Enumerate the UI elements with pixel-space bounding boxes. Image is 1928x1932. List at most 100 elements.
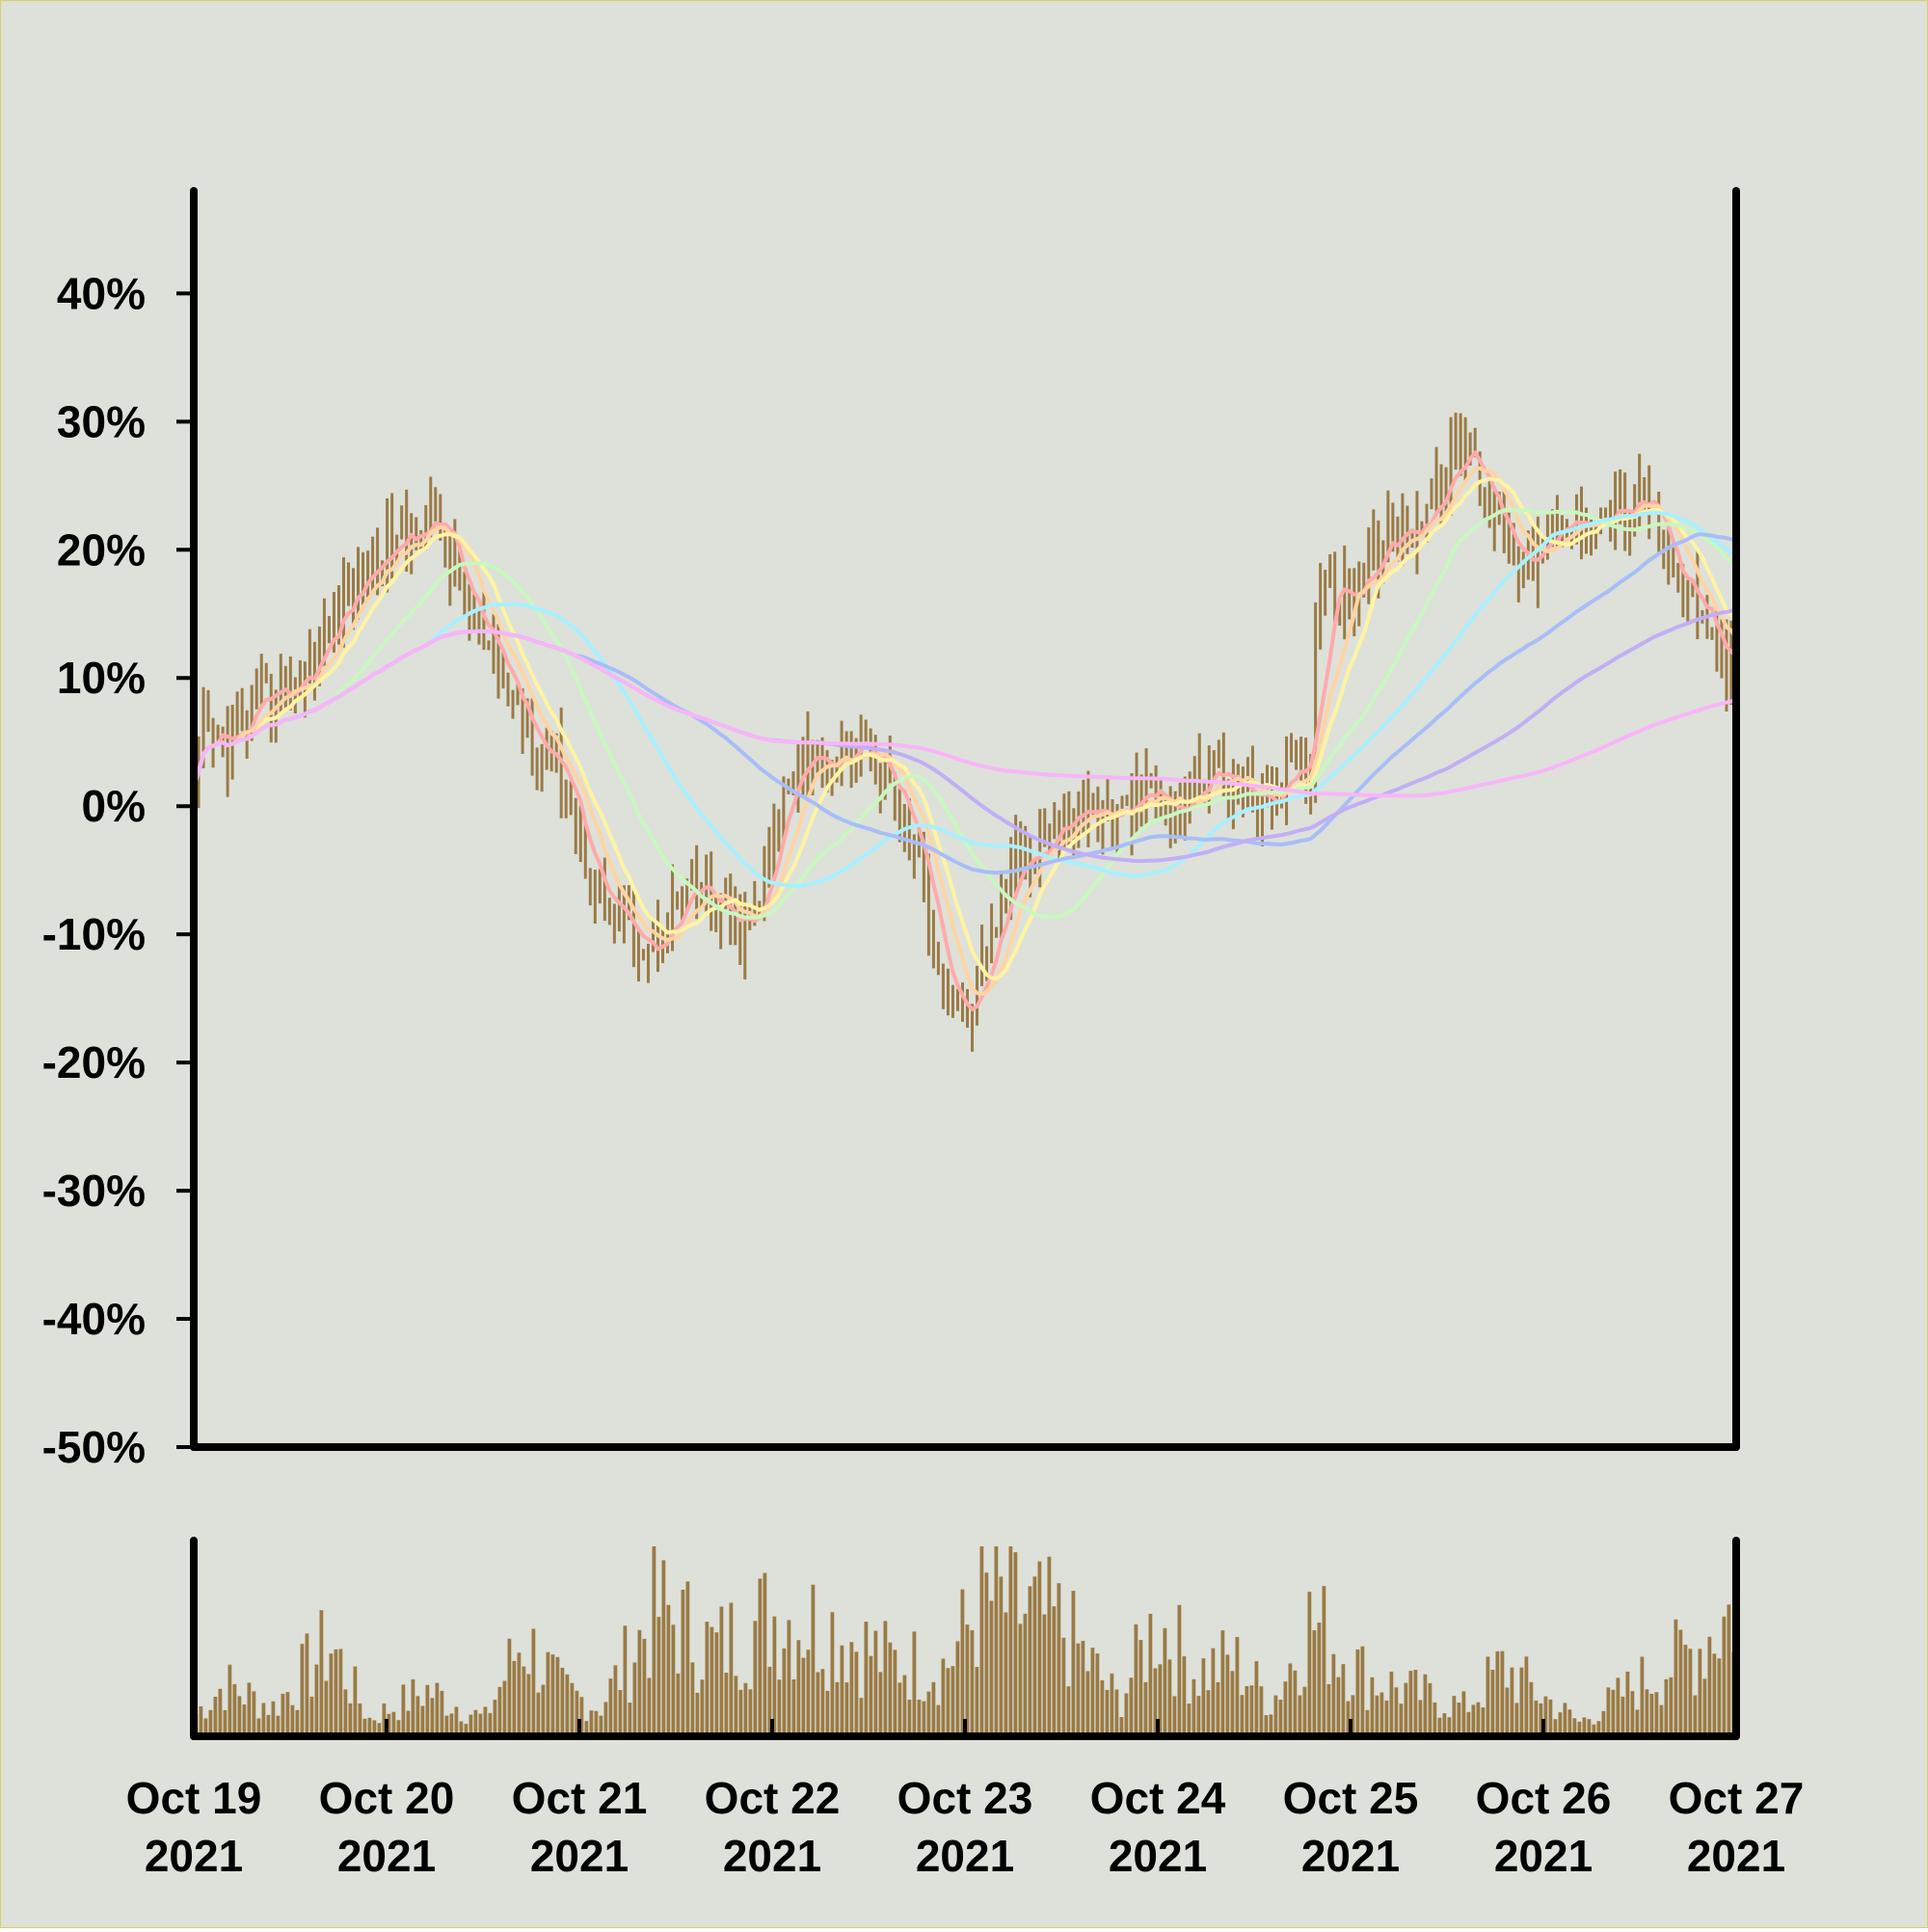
volume-bar (1240, 1695, 1245, 1736)
volume-bar (1524, 1656, 1529, 1736)
volume-bar (1572, 1718, 1577, 1736)
y-tick-label: 10% (57, 653, 146, 703)
volume-bar (1702, 1678, 1707, 1736)
volume-bar (1447, 1717, 1452, 1736)
volume-bar (796, 1640, 801, 1736)
volume-bar (1707, 1636, 1712, 1736)
volume-bar (1341, 1664, 1346, 1736)
volume-bar (401, 1684, 406, 1736)
volume-bar (1698, 1649, 1702, 1736)
volume-bar (1514, 1703, 1519, 1736)
volume-bar (560, 1667, 565, 1736)
volume-bar (295, 1709, 300, 1736)
volume-bar (435, 1682, 440, 1736)
volume-bar (1187, 1704, 1192, 1736)
volume-bar (661, 1560, 666, 1736)
volume-bar (1379, 1692, 1384, 1736)
volume-bar (256, 1718, 261, 1736)
volume-bar (869, 1655, 873, 1736)
x-tick-label-date: Oct 21 (512, 1773, 648, 1823)
volume-bar (1408, 1671, 1413, 1736)
volume-bar (449, 1713, 454, 1736)
volume-bar (459, 1721, 464, 1736)
volume-bar (440, 1690, 444, 1736)
volume-bar (893, 1650, 897, 1736)
volume-bar (1264, 1715, 1269, 1736)
volume-bar (1148, 1613, 1153, 1736)
y-tick-label: -40% (42, 1294, 146, 1344)
x-tick-label-date: Oct 19 (126, 1773, 262, 1823)
volume-bar (676, 1673, 681, 1736)
volume-bar (685, 1581, 690, 1736)
volume-bar (613, 1665, 618, 1736)
volume-bar (1052, 1606, 1057, 1736)
volume-bar (584, 1721, 589, 1736)
volume-bar (1273, 1695, 1278, 1736)
volume-bar (806, 1650, 811, 1736)
volume-bar (844, 1682, 849, 1736)
volume-bar (1592, 1724, 1596, 1736)
x-tick-label-date: Oct 24 (1090, 1773, 1226, 1823)
volume-bar (1076, 1643, 1081, 1736)
volume-bar (840, 1645, 844, 1736)
volume-bar (1428, 1682, 1433, 1736)
volume-bar (541, 1684, 546, 1736)
volume-bar (926, 1691, 931, 1736)
volume-bar (1249, 1685, 1254, 1736)
volume-bar (1138, 1640, 1143, 1736)
volume-bar (526, 1674, 531, 1736)
volume-bar (1553, 1719, 1558, 1736)
volume-bar (710, 1626, 714, 1736)
volume-bar (1269, 1714, 1273, 1736)
volume-bar (1158, 1664, 1163, 1736)
volume-bar (1360, 1646, 1365, 1736)
volume-bar (1201, 1658, 1206, 1736)
volume-bar (1028, 1586, 1032, 1736)
volume-bar (951, 1666, 955, 1736)
volume-bar (1563, 1703, 1567, 1736)
volume-bar (1288, 1663, 1293, 1736)
volume-bar (1254, 1661, 1259, 1736)
volume-bar (353, 1666, 358, 1736)
volume-bar (1163, 1627, 1167, 1736)
volume-bar (960, 1589, 965, 1736)
y-tick-label: -30% (42, 1166, 146, 1216)
volume-bar (1389, 1671, 1394, 1736)
volume-bar (1259, 1686, 1264, 1736)
volume-bar (1616, 1677, 1620, 1736)
volume-bar (931, 1681, 936, 1736)
y-tick-labels-group: 40% 30% 20% 10% 0% -10% -20% -30% -40% -50% (42, 268, 146, 1472)
volume-bar (1394, 1687, 1399, 1736)
volume-bar (358, 1703, 362, 1736)
volume-bar (1047, 1556, 1052, 1736)
volume-bar (218, 1688, 223, 1736)
x-tick-label-year: 2021 (337, 1831, 436, 1881)
volume-bar (1423, 1674, 1428, 1736)
volume-bar (444, 1715, 449, 1736)
volume-bar (1461, 1691, 1466, 1736)
volume-bar (1220, 1630, 1225, 1736)
volume-bar (738, 1689, 743, 1736)
volume-bar (1529, 1681, 1534, 1736)
volume-bar (965, 1624, 970, 1736)
x-tick-label-year: 2021 (1687, 1831, 1785, 1881)
volume-bar (1481, 1707, 1486, 1736)
volume-bar (1322, 1586, 1326, 1736)
volume-bar (1370, 1677, 1375, 1736)
volume-bar (1611, 1689, 1616, 1736)
volume-bar (1548, 1699, 1553, 1736)
volume-bar (767, 1666, 772, 1736)
volume-bar (1245, 1685, 1249, 1736)
x-tick-label-date: Oct 27 (1669, 1773, 1805, 1823)
volume-bar (1500, 1650, 1505, 1736)
volume-bar (575, 1690, 579, 1736)
volume-bar (464, 1724, 469, 1736)
volume-bar (271, 1701, 276, 1736)
volume-bar (546, 1651, 550, 1736)
volume-bar (681, 1589, 685, 1736)
volume-bar (1182, 1655, 1187, 1736)
volume-bar (430, 1698, 435, 1736)
volume-bar (1635, 1709, 1640, 1736)
volume-bar (618, 1690, 623, 1736)
